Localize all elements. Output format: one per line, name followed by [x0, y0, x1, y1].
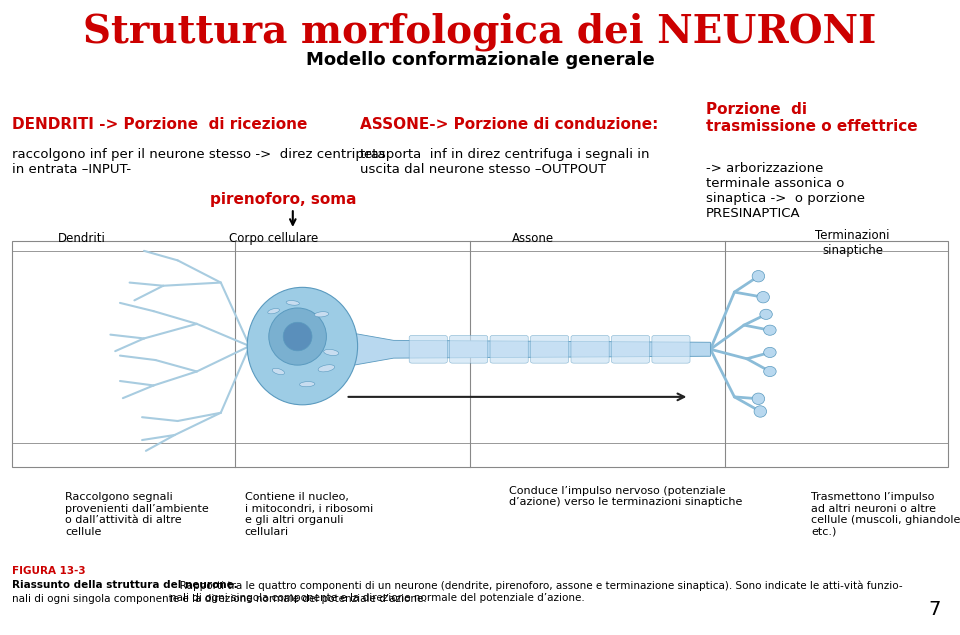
Text: Assone: Assone	[512, 232, 554, 244]
Ellipse shape	[754, 406, 767, 417]
Text: trasporta  inf in direz centrifuga i segnali in
uscita dal neurone stesso –OUTPO: trasporta inf in direz centrifuga i segn…	[360, 148, 650, 176]
Ellipse shape	[269, 308, 326, 365]
Text: DENDRITI -> Porzione  di ricezione: DENDRITI -> Porzione di ricezione	[12, 117, 307, 133]
FancyBboxPatch shape	[409, 335, 447, 363]
Text: Modello conformazionale generale: Modello conformazionale generale	[305, 51, 655, 69]
Bar	[12, 241, 948, 467]
Ellipse shape	[315, 312, 328, 317]
Ellipse shape	[764, 366, 777, 377]
Text: ASSONE-> Porzione di conduzione:: ASSONE-> Porzione di conduzione:	[360, 117, 659, 133]
Text: Raccolgono segnali
provenienti dall’ambiente
o dall’attività di altre
cellule: Raccolgono segnali provenienti dall’ambi…	[65, 492, 209, 537]
Text: raccolgono inf per il neurone stesso ->  direz centripeta
in entrata –INPUT-: raccolgono inf per il neurone stesso -> …	[12, 148, 385, 176]
Text: Terminazioni
sinaptiche: Terminazioni sinaptiche	[815, 229, 890, 257]
Ellipse shape	[760, 309, 772, 319]
Text: Riassunto della struttura del neurone.: Riassunto della struttura del neurone.	[12, 580, 237, 591]
Text: nali di ogni singola componente e la direzione normale del potenziale d’azione.: nali di ogni singola componente e la dir…	[170, 593, 585, 603]
FancyBboxPatch shape	[490, 335, 528, 363]
Ellipse shape	[248, 287, 357, 405]
Ellipse shape	[753, 271, 765, 282]
Text: Corpo cellulare: Corpo cellulare	[229, 232, 318, 244]
FancyBboxPatch shape	[531, 335, 568, 363]
Text: Dendriti: Dendriti	[58, 232, 106, 244]
Ellipse shape	[764, 347, 777, 358]
Ellipse shape	[273, 368, 284, 375]
FancyBboxPatch shape	[612, 335, 650, 363]
FancyBboxPatch shape	[571, 335, 609, 363]
Ellipse shape	[283, 322, 312, 351]
Ellipse shape	[318, 364, 335, 372]
Ellipse shape	[753, 393, 765, 404]
Ellipse shape	[268, 309, 279, 314]
Text: 7: 7	[928, 600, 941, 619]
Text: pirenoforo, soma: pirenoforo, soma	[210, 192, 356, 207]
Text: Struttura morfologica dei NEURONI: Struttura morfologica dei NEURONI	[84, 13, 876, 51]
Text: -> arborizzazione
terminale assonica o
sinaptica ->  o porzione
PRESINAPTICA: -> arborizzazione terminale assonica o s…	[706, 162, 865, 220]
Ellipse shape	[324, 349, 339, 356]
Ellipse shape	[756, 291, 770, 303]
FancyBboxPatch shape	[449, 335, 488, 363]
Ellipse shape	[764, 325, 777, 335]
PathPatch shape	[350, 333, 710, 366]
Text: Contiene il nucleo,
i mitocondri, i ribosomi
e gli altri organuli
cellulari: Contiene il nucleo, i mitocondri, i ribo…	[245, 492, 373, 537]
Text: Rapporti tra le quattro componenti di un neurone (dendrite, pirenoforo, assone e: Rapporti tra le quattro componenti di un…	[170, 580, 902, 591]
Text: Conduce l’impulso nervoso (potenziale
d’azione) verso le terminazioni sinaptiche: Conduce l’impulso nervoso (potenziale d’…	[509, 486, 742, 507]
Text: Trasmettono l’impulso
ad altri neuroni o altre
cellule (muscoli, ghiandole,
etc.: Trasmettono l’impulso ad altri neuroni o…	[811, 492, 960, 537]
Ellipse shape	[300, 382, 315, 387]
Text: FIGURA 13-3: FIGURA 13-3	[12, 566, 85, 577]
Text: Porzione  di
trasmissione o effettrice: Porzione di trasmissione o effettrice	[706, 102, 917, 134]
Text: nali di ogni singola componente e la direzione normale del potenziale d’azione.: nali di ogni singola componente e la dir…	[12, 594, 426, 605]
Ellipse shape	[286, 300, 300, 305]
FancyBboxPatch shape	[652, 335, 690, 363]
